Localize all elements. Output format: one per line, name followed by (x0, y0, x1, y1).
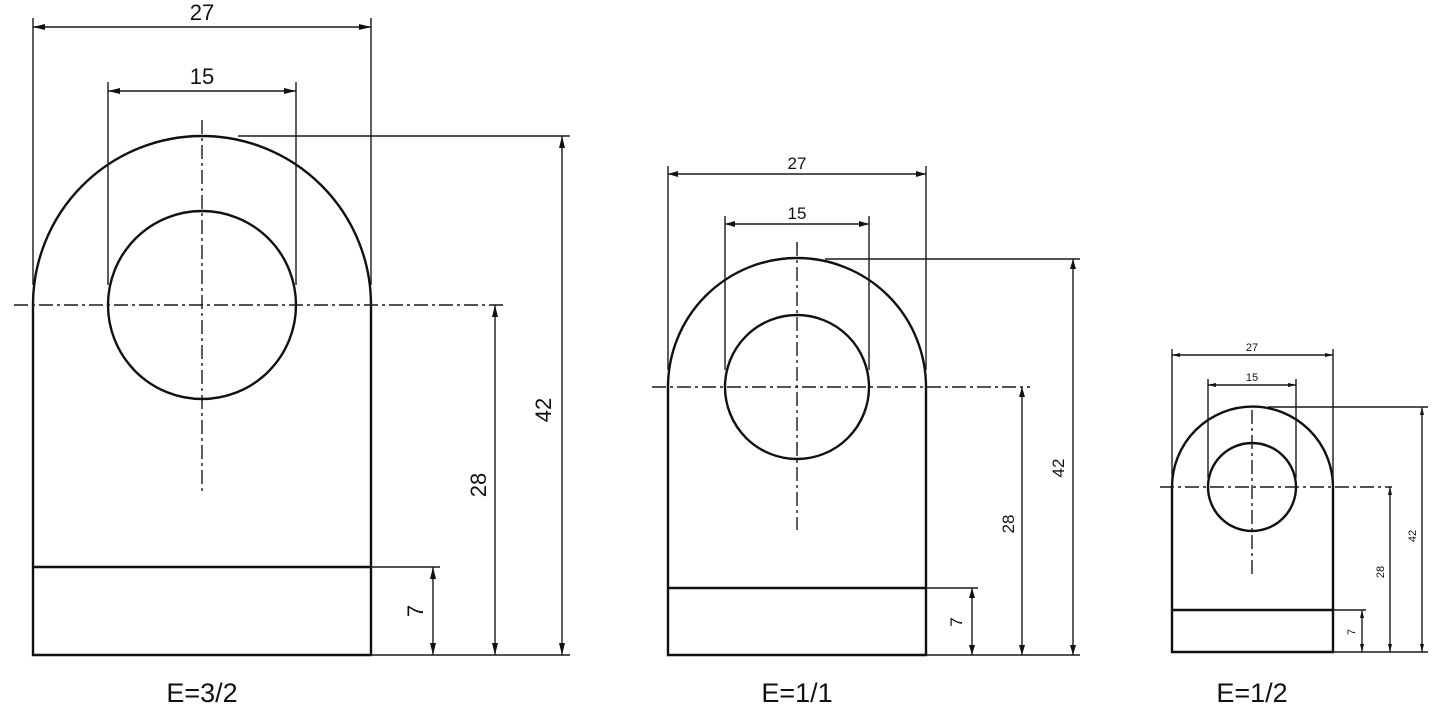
arrowhead (1019, 387, 1025, 397)
dim-label-hole-diameter: 15 (190, 64, 214, 89)
arrowhead (430, 643, 436, 655)
arrowhead (725, 221, 735, 227)
part-outline (666, 256, 928, 657)
arrowhead (284, 88, 296, 94)
arrowhead (1172, 353, 1180, 357)
drawing-scale-1-1: 27 15 42 28 7 E=1/1 (652, 154, 1080, 708)
scale-caption: E=1/2 (1216, 678, 1287, 708)
drawing-scale-1-2: 27 15 42 28 7 E=1/2 (1160, 342, 1428, 708)
dim-label-base-height: 7 (947, 617, 966, 626)
arrowhead (559, 136, 565, 148)
part-outline (1170, 405, 1335, 654)
arrowhead (108, 88, 120, 94)
arrowhead (668, 171, 678, 177)
arrowhead (1420, 644, 1424, 652)
hole-circle (723, 313, 871, 461)
arrowhead (359, 24, 371, 30)
scale-caption: E=3/2 (166, 678, 237, 708)
dim-label-hole-diameter: 15 (788, 204, 807, 223)
dim-label-overall-width: 27 (190, 0, 214, 25)
arrowhead (492, 305, 498, 317)
dim-label-overall-width: 27 (788, 154, 807, 173)
arrowhead (559, 643, 565, 655)
arrowhead (859, 221, 869, 227)
dim-label-base-height: 7 (1346, 629, 1358, 635)
drawing-scale-3-2: 27 15 42 28 7 E=3/2 (14, 0, 570, 708)
dim-label-total-height: 42 (1049, 459, 1068, 478)
arrowhead (1070, 645, 1076, 655)
arrowhead (969, 588, 975, 598)
arrowhead (969, 645, 975, 655)
dim-label-total-height: 42 (1407, 530, 1419, 542)
arrowhead (33, 24, 45, 30)
arrowhead (1388, 644, 1392, 652)
arrowhead (1420, 407, 1424, 415)
arrowhead (1070, 259, 1076, 269)
arrowhead (1208, 383, 1216, 387)
arrowhead (916, 171, 926, 177)
arrowhead (1325, 353, 1333, 357)
arrowhead (1360, 644, 1364, 652)
arrowhead (1019, 645, 1025, 655)
arrowhead (1360, 610, 1364, 618)
part-outline (31, 134, 373, 657)
dim-label-center-height: 28 (1375, 566, 1387, 578)
arrowhead (1388, 487, 1392, 495)
arrowhead (1288, 383, 1296, 387)
dim-label-hole-diameter: 15 (1246, 372, 1258, 384)
dim-label-center-height: 28 (999, 515, 1018, 534)
dim-label-base-height: 7 (403, 605, 428, 617)
dim-label-center-height: 28 (466, 473, 491, 497)
arrowhead (430, 567, 436, 579)
dim-label-overall-width: 27 (1246, 342, 1258, 354)
dim-label-total-height: 42 (531, 398, 556, 422)
scale-caption: E=1/1 (761, 678, 832, 708)
arrowhead (492, 643, 498, 655)
